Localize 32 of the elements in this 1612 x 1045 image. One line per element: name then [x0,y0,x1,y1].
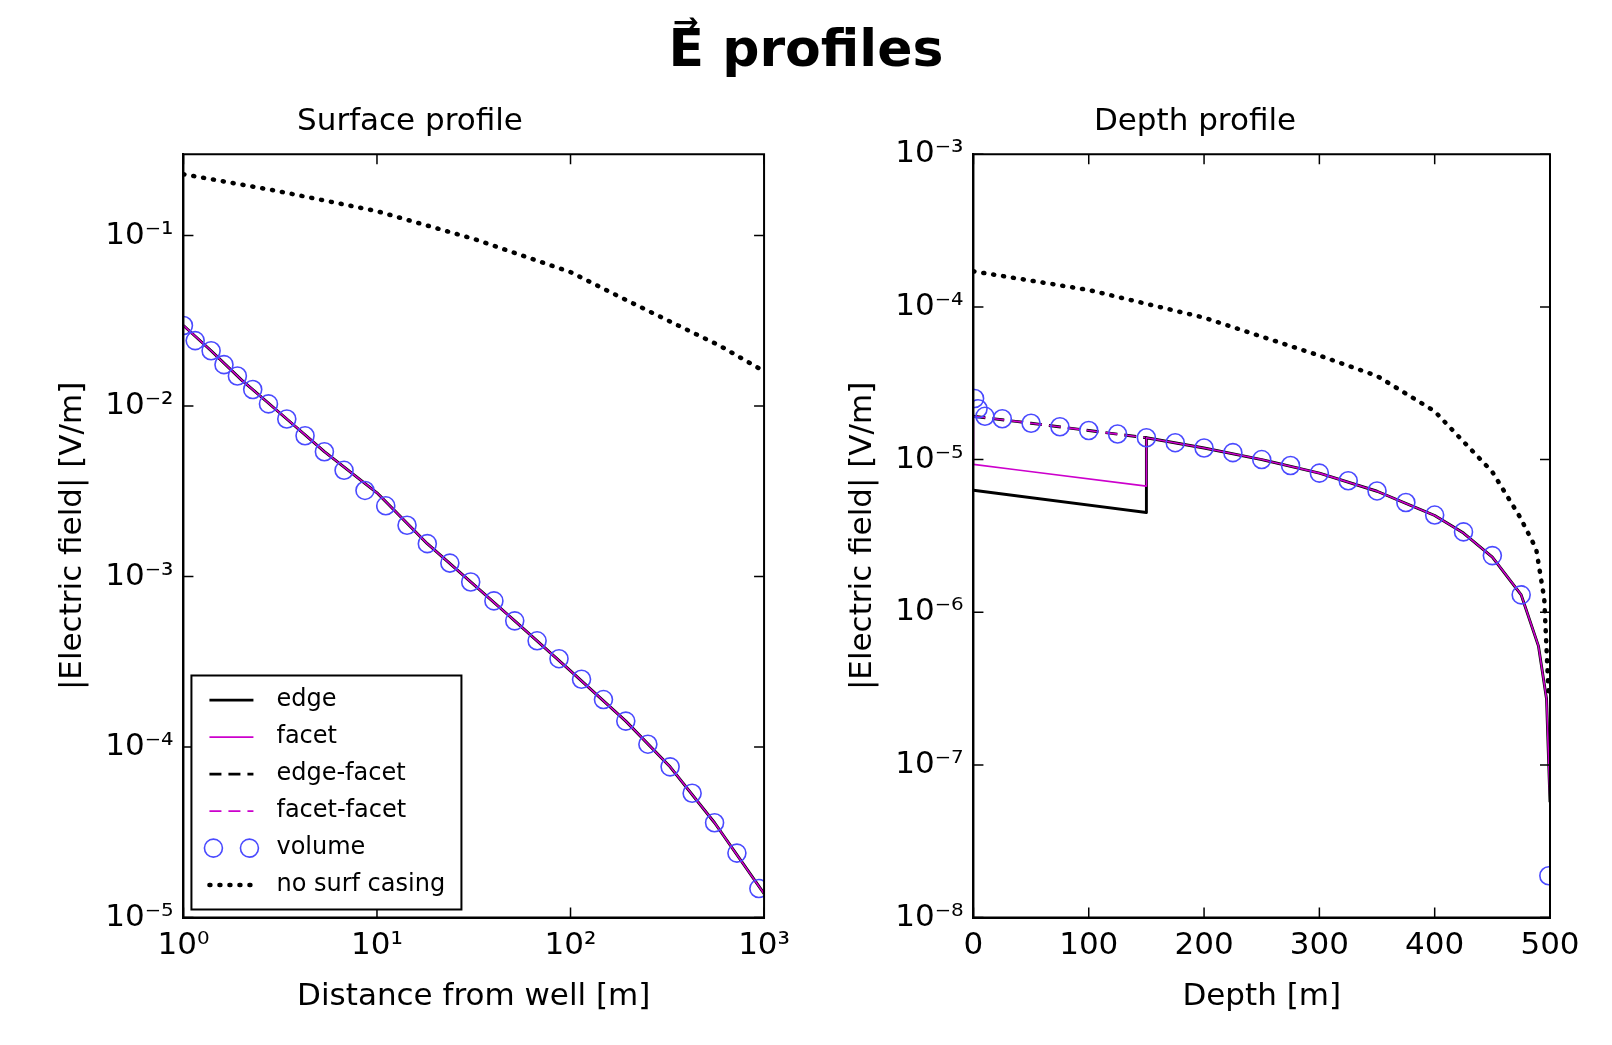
x-tick-label: 500 [1520,925,1580,962]
y-tick-label: 10⁻⁶ [895,591,964,628]
y-tick-label: 10⁻⁴ [105,726,174,763]
y-tick-label: 10⁻⁴ [895,285,964,322]
legend-label: edge [276,684,337,713]
y-tick-label: 10⁻³ [895,133,964,170]
x-tick-label: 200 [1174,925,1234,962]
y-axis-title: |Electric field| [V/m] [51,381,89,691]
y-tick-label: 10⁻⁵ [895,438,964,475]
y-tick-label: 10⁻² [105,385,174,422]
y-tick-label: 10⁻⁸ [895,896,964,933]
legend-label: volume [276,832,366,861]
legend-label: no surf casing [276,869,446,898]
chart-title: Depth profile [1093,100,1297,137]
chart-title: Surface profile [297,100,523,137]
x-axis-title: Depth [m] [1182,976,1342,1013]
x-axis-title: Distance from well [m] [297,976,651,1013]
legend-label: edge-facet [276,758,406,787]
y-tick-label: 10⁻³ [105,555,174,592]
text: E⃗ profiles [667,18,945,78]
x-tick-label: 10³ [738,925,790,962]
x-tick-label: 10¹ [351,925,403,962]
legend-label: facet [276,721,337,750]
x-tick-label: 0 [963,925,984,962]
x-tick-label: 400 [1405,925,1465,962]
x-tick-label: 300 [1289,925,1349,962]
y-tick-label: 10⁻¹ [105,214,174,251]
legend-label: facet-facet [276,795,407,824]
x-tick-label: 100 [1059,925,1119,962]
y-axis-title: |Electric field| [V/m] [841,381,879,691]
y-tick-label: 10⁻⁷ [895,743,964,780]
x-tick-label: 10² [544,925,597,962]
